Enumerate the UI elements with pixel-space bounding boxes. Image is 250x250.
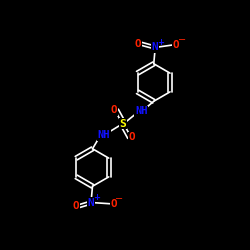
Text: O: O (72, 201, 79, 211)
Text: O: O (110, 199, 117, 209)
Text: −: − (178, 36, 186, 46)
Text: +: + (93, 194, 100, 202)
Text: +: + (157, 38, 164, 48)
Text: N: N (88, 198, 94, 207)
Text: S: S (120, 119, 126, 129)
Text: O: O (135, 39, 141, 49)
Text: O: O (110, 105, 117, 115)
Text: NH: NH (98, 130, 110, 140)
Text: O: O (129, 132, 136, 142)
Text: −: − (115, 194, 123, 204)
Text: NH: NH (135, 106, 147, 116)
Text: N: N (152, 42, 158, 52)
Text: O: O (173, 40, 180, 50)
